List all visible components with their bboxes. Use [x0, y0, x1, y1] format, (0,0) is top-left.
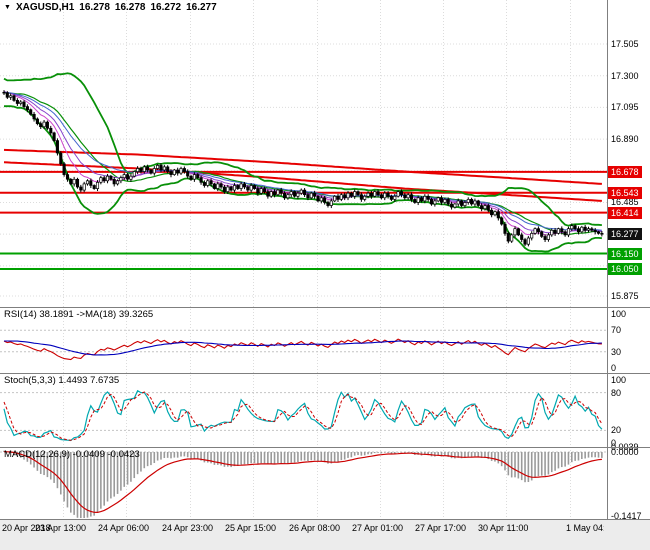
symbol-period-label: XAGUSD,H1 — [15, 2, 75, 13]
time-axis-label: 25 Apr 15:00 — [225, 523, 277, 533]
price-axis-label: 15.875 — [611, 291, 639, 301]
rsi-value: 38.1891 — [39, 309, 74, 320]
stoch-axis-label: 0 — [611, 438, 617, 448]
macd-header: MACD(12,26,9) -0.0409 -0.0423 — [4, 449, 140, 460]
price-axis-label: 17.300 — [611, 71, 639, 81]
ohlc-close: 16.277 — [186, 2, 217, 13]
time-axis-label: 23 Apr 13:00 — [35, 523, 87, 533]
price-axis-separator — [607, 0, 608, 519]
rsi-axis-label: 0 — [611, 363, 617, 373]
time-axis-label: 24 Apr 06:00 — [98, 523, 150, 533]
resistance-level-badge: 16.543 — [608, 187, 642, 199]
time-axis-label: 20 Apr 2018 — [2, 523, 51, 533]
time-axis-label: 26 Apr 08:00 — [289, 523, 341, 533]
rsi-axis-label: 30 — [611, 347, 622, 357]
symbol-dropdown-icon[interactable]: ▼ — [4, 3, 11, 11]
resistance-level-badge: 16.678 — [608, 166, 642, 178]
pane-separator[interactable] — [0, 307, 650, 308]
time-axis-label: 27 Apr 17:00 — [415, 523, 467, 533]
price-axis-label: 17.095 — [611, 102, 639, 112]
pane-separator[interactable] — [0, 447, 650, 448]
price-axis-label: 17.505 — [611, 39, 639, 49]
macd-name: MACD(12,26,9) — [4, 449, 70, 460]
support-level-badge: 16.150 — [608, 248, 642, 260]
current-price-badge: 16.277 — [608, 228, 642, 240]
rsi-axis-label: 100 — [611, 309, 627, 319]
resistance-level-badge: 16.414 — [608, 207, 642, 219]
stoch-name: Stoch(5,3,3) — [4, 375, 56, 386]
time-axis-label: 30 Apr 11:00 — [478, 523, 529, 533]
stoch-value: 1.4493 — [58, 375, 88, 386]
stoch-axis-label: 80 — [611, 388, 622, 398]
rsi-ma-name: ->MA(18) — [76, 309, 117, 320]
ohlc-low: 16.272 — [150, 2, 182, 13]
stoch-header: Stoch(5,3,3) 1.4493 7.6735 — [4, 375, 119, 386]
macd-axis-label: -0.1417 — [611, 511, 642, 521]
rsi-ma-value: 39.3265 — [118, 309, 154, 320]
ohlc-high: 16.278 — [114, 2, 146, 13]
macd-value: -0.0409 — [72, 449, 105, 460]
chart-title: ▼ XAGUSD,H1 16.278 16.278 16.272 16.277 — [4, 2, 217, 13]
price-axis-label: 16.890 — [611, 134, 639, 144]
rsi-axis-label: 70 — [611, 325, 622, 335]
macd-signal-value: -0.0423 — [107, 449, 140, 460]
support-level-badge: 16.050 — [608, 263, 642, 275]
time-axis-label: 27 Apr 01:00 — [352, 523, 404, 533]
macd-axis-label: 0.0000 — [611, 447, 639, 457]
rsi-header: RSI(14) 38.1891 ->MA(18) 39.3265 — [4, 309, 153, 320]
time-axis-label: 24 Apr 23:00 — [162, 523, 214, 533]
rsi-name: RSI(14) — [4, 309, 37, 320]
ohlc-open: 16.278 — [79, 2, 110, 13]
pane-separator[interactable] — [0, 519, 650, 520]
stoch-signal-value: 7.6735 — [90, 375, 120, 386]
price-axis-label: 16.485 — [611, 197, 639, 207]
time-axis-label: 1 May 04:00 — [566, 523, 604, 533]
time-axis[interactable]: 20 Apr 2018 23 Apr 13:00 24 Apr 06:00 24… — [0, 520, 650, 550]
stoch-axis-label: 20 — [611, 425, 622, 435]
pane-separator[interactable] — [0, 373, 650, 374]
stoch-axis-label: 100 — [611, 375, 627, 385]
